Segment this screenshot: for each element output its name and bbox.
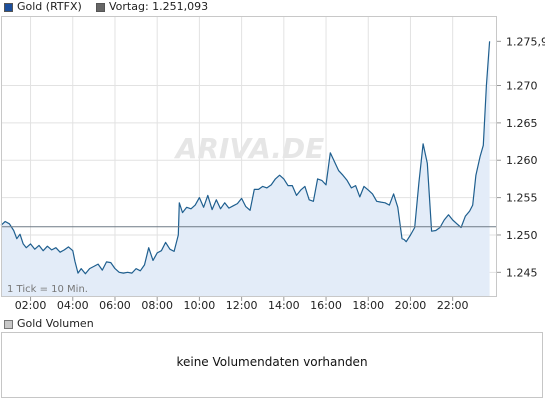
x-tick-label: 12:00 [226,299,258,312]
legend-series-label: Gold (RTFX) [17,0,82,13]
tick-note: 1 Tick = 10 Min. [7,284,88,295]
chart-legend: Gold (RTFX) Vortag: 1.251,093 [0,0,545,14]
x-tick-label: 18:00 [352,299,384,312]
price-chart: ARIVA.DE 1.245 1.250 1.255 1.260 1.265 1.270 1.… [0,16,545,312]
x-tick-label: 20:00 [395,299,427,312]
volume-legend: Gold Volumen [0,317,94,331]
volume-color-swatch [4,319,13,329]
y-tick-label: 1.255 [506,192,538,205]
x-tick-label: 10:00 [184,299,216,312]
y-tick-label: 1.260 [506,154,538,167]
y-tick-label: 1.270 [506,80,538,93]
x-tick-label: 22:00 [437,299,469,312]
series-color-swatch [4,2,13,12]
volume-legend-label: Gold Volumen [17,317,94,330]
x-tick-label: 16:00 [310,299,342,312]
y-tick-label: 1.245 [506,266,538,279]
plot-frame [1,16,497,297]
legend-series: Gold (RTFX) [4,0,82,14]
legend-reference-label: Vortag: 1.251,093 [109,0,209,13]
price-area [1,41,490,297]
x-tick-label: 08:00 [141,299,173,312]
y-tick-label: 1.265 [506,117,538,130]
volume-empty-message: keine Volumendaten vorhanden [176,355,368,369]
x-tick-label: 04:00 [57,299,89,312]
price-line [0,41,491,275]
volume-panel: keine Volumendaten vorhanden [1,332,543,398]
y-tick-label: 1.250 [506,229,538,242]
x-tick-label: 14:00 [268,299,300,312]
x-tick-label: 02:00 [15,299,47,312]
x-tick-label: 06:00 [99,299,131,312]
legend-reference: Vortag: 1.251,093 [96,0,208,14]
watermark: ARIVA.DE [174,132,325,165]
last-value-label: 1.275,91 [506,35,545,48]
reference-color-swatch [96,2,105,12]
